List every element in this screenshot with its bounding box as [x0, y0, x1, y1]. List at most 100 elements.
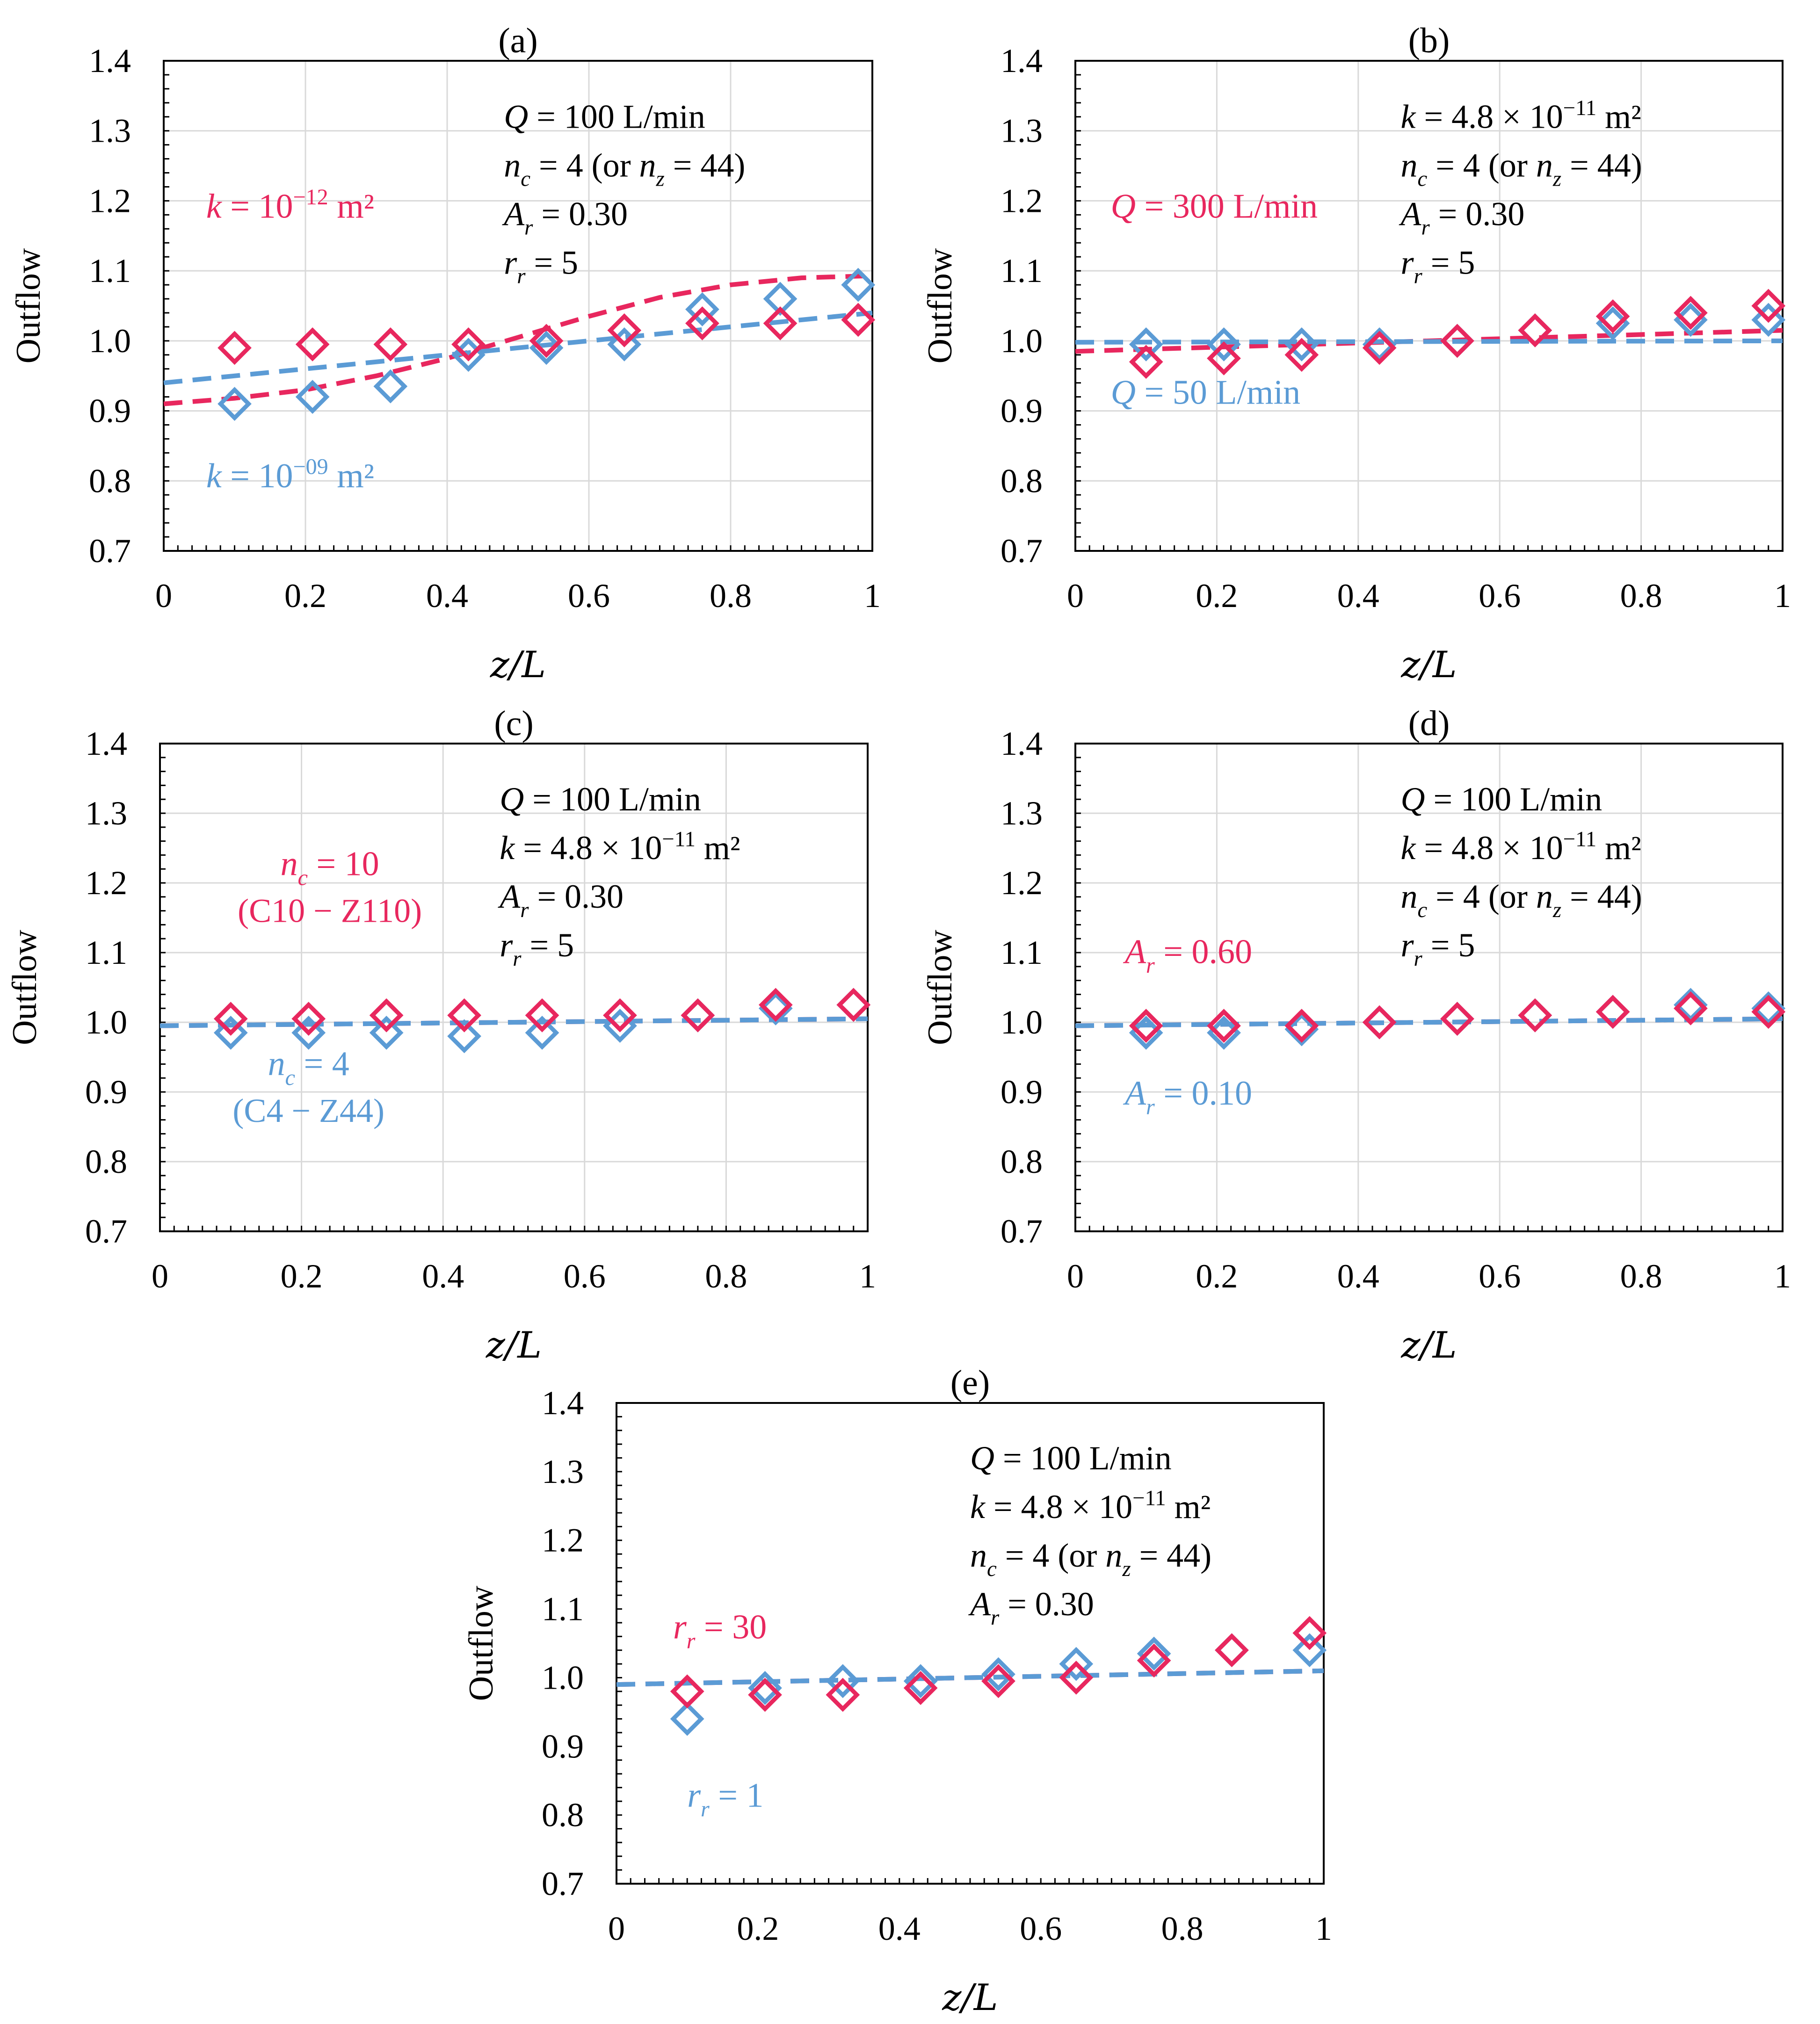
y-tick-label: 1.0	[85, 1004, 127, 1041]
data-point	[1751, 289, 1786, 323]
x-tick-label: 0	[152, 1258, 168, 1295]
y-tick-label: 0.8	[542, 1796, 584, 1834]
data-point	[1595, 995, 1630, 1029]
y-tick-label: 0.9	[89, 392, 131, 430]
param-text: Ar = 0.30	[968, 1585, 1094, 1630]
data-point	[218, 331, 252, 365]
y-tick-label: 1.3	[89, 112, 131, 150]
x-tick-label: 0	[155, 577, 172, 614]
data-point	[295, 327, 330, 361]
data-point	[763, 282, 798, 316]
x-tick-label: 0.2	[281, 1258, 323, 1295]
data-point	[291, 1015, 326, 1050]
y-tick-label: 1.2	[1001, 182, 1043, 219]
y-tick-label: 0.9	[1001, 1073, 1043, 1111]
panel-b: 0.7 0.8 0.9 1.0 1.1 1.2 1.3 1.4 0 0.2 0.4 0.6 0.8 1 (b…	[921, 21, 1791, 686]
param-text: Q = 100 L/min	[500, 781, 701, 818]
data-point	[1518, 998, 1552, 1033]
y-tick-label: 0.8	[1001, 462, 1043, 499]
data-point	[1059, 1661, 1094, 1695]
data-point	[1137, 1643, 1171, 1678]
data-point	[373, 369, 408, 404]
y-tick-label: 1.3	[1001, 112, 1043, 150]
series-label: nc = 10	[281, 845, 379, 890]
y-tick-label: 1.4	[89, 42, 131, 80]
data-point	[447, 1019, 481, 1054]
panel-c: 0.7 0.8 0.9 1.0 1.1 1.2 1.3 1.4 0 0.2 0.4 0.6 0.8 1 (c…	[6, 704, 876, 1366]
data-point	[1207, 341, 1241, 376]
data-point	[213, 1015, 248, 1050]
y-tick-label: 1.4	[1001, 725, 1043, 762]
y-tick-label: 1.1	[1001, 934, 1043, 971]
trend-line	[163, 310, 873, 385]
param-text: Q = 100 L/min	[970, 1439, 1172, 1477]
y-tick-label: 1.2	[89, 182, 131, 219]
data-point	[1674, 988, 1708, 1022]
data-point	[607, 327, 642, 361]
x-tick-label: 0.4	[422, 1258, 464, 1295]
y-tick-label: 1.1	[1001, 252, 1043, 289]
y-tick-label: 1.0	[1001, 1004, 1043, 1041]
param-text: nc = 4 (or nz = 44)	[970, 1537, 1211, 1581]
data-point	[1440, 1002, 1474, 1036]
markers-c-1	[213, 988, 871, 1036]
x-tick-label: 1	[1315, 1910, 1332, 1947]
x-tick-label: 0.6	[1479, 577, 1521, 614]
data-point	[1751, 995, 1786, 1029]
data-point	[291, 1002, 326, 1036]
x-tick-label: 1	[1774, 577, 1791, 614]
y-tick-label: 1.4	[85, 725, 127, 762]
param-text: k = 4.8 × 10−11 m²	[1401, 96, 1641, 135]
panel-title: (b)	[1408, 21, 1450, 60]
y-tick-label: 0.7	[1001, 532, 1043, 570]
trend-line	[1075, 1016, 1783, 1028]
panel-a: 0.7 0.8 0.9 1.0 1.1 1.2 1.3 1.4 0 0.2 0.4 0.6 0.8 1 (a…	[9, 21, 881, 686]
data-point	[670, 1702, 704, 1736]
data-point	[1292, 1633, 1327, 1668]
data-point	[1595, 299, 1630, 333]
data-point	[525, 998, 559, 1033]
x-axis-label: z/L	[1400, 644, 1457, 686]
x-tick-label: 0.6	[564, 1258, 606, 1295]
series-label: nc = 4	[268, 1045, 349, 1090]
data-point	[763, 306, 798, 340]
param-text: nc = 4 (or nz = 44)	[504, 146, 745, 191]
plot-frame	[159, 743, 869, 1232]
data-point	[1362, 1005, 1397, 1040]
series-label: Ar = 0.60	[1123, 932, 1252, 978]
x-tick-label: 0.6	[1020, 1910, 1062, 1947]
y-tick-label: 1.4	[1001, 42, 1043, 80]
panel-title: (c)	[494, 704, 533, 743]
data-point	[681, 998, 715, 1033]
param-text: k = 4.8 × 10−11 m²	[500, 827, 740, 867]
x-axis-label: z/L	[942, 1977, 998, 2019]
y-tick-label: 1.1	[85, 934, 127, 971]
data-point	[1284, 1009, 1319, 1043]
x-tick-label: 0	[1067, 577, 1084, 614]
data-point	[903, 1664, 938, 1699]
param-text: rr = 5	[504, 244, 578, 288]
data-point	[758, 988, 793, 1022]
x-tick-label: 0.8	[1620, 577, 1662, 614]
param-text: nc = 4 (or nz = 44)	[1401, 146, 1642, 191]
data-point	[1674, 991, 1708, 1026]
data-point	[836, 988, 871, 1022]
data-point	[748, 1671, 782, 1705]
y-axis-label: Outflow	[921, 248, 959, 363]
series-e-1	[616, 1668, 1324, 1687]
series-label: k = 10−09 m²	[206, 455, 374, 495]
series-label: (C4 − Z44)	[232, 1092, 384, 1129]
y-tick-label: 1.0	[89, 322, 131, 360]
x-tick-label: 1	[859, 1258, 876, 1295]
panel-e: 0.7 0.8 0.9 1.0 1.1 1.2 1.3 1.4 0 0.2 0.4 0.6 0.8 1 (e…	[462, 1363, 1332, 2019]
data-point	[981, 1657, 1015, 1691]
series-b-1	[1075, 338, 1783, 345]
data-point	[525, 1015, 559, 1050]
param-text: Ar = 0.30	[1399, 195, 1525, 239]
data-point	[213, 1002, 248, 1036]
y-tick-label: 1.0	[1001, 322, 1043, 360]
data-point	[373, 327, 408, 361]
y-axis-label: Outflow	[462, 1585, 500, 1701]
y-tick-label: 1.1	[542, 1590, 584, 1628]
data-point	[218, 387, 252, 421]
